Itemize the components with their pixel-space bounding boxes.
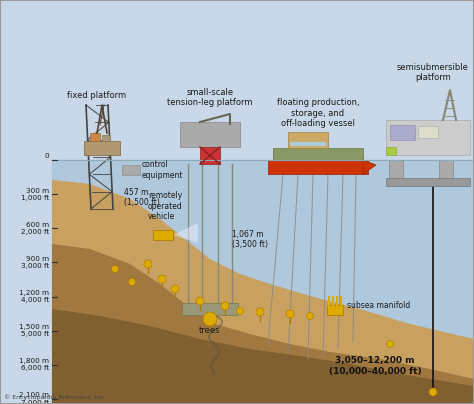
Circle shape: [158, 275, 166, 283]
Bar: [52, 160, 474, 404]
Circle shape: [386, 341, 393, 347]
Bar: [288, 132, 328, 148]
Text: small-scale
tension-leg platform: small-scale tension-leg platform: [167, 88, 253, 107]
Text: 1,000 ft: 1,000 ft: [21, 195, 49, 201]
Bar: [418, 126, 438, 138]
Text: 4,000 ft: 4,000 ft: [21, 297, 49, 303]
Bar: [182, 303, 238, 315]
Text: subsea manifold: subsea manifold: [347, 301, 410, 311]
Bar: [390, 125, 415, 140]
Circle shape: [203, 312, 217, 326]
Polygon shape: [173, 223, 198, 243]
Circle shape: [144, 260, 152, 268]
Polygon shape: [363, 160, 376, 174]
Bar: [386, 178, 470, 186]
Circle shape: [237, 307, 244, 314]
Bar: [180, 122, 240, 147]
Circle shape: [196, 297, 204, 305]
Circle shape: [221, 302, 229, 310]
Polygon shape: [52, 309, 474, 404]
Bar: [0, 0, 474, 160]
Bar: [386, 147, 396, 155]
Text: 2,000 ft: 2,000 ft: [21, 229, 49, 235]
Text: 457 m
(1,500 ft): 457 m (1,500 ft): [124, 188, 160, 207]
Polygon shape: [52, 180, 474, 404]
Polygon shape: [52, 244, 474, 404]
Circle shape: [111, 265, 118, 273]
Bar: [273, 148, 363, 160]
Bar: [327, 305, 343, 315]
Circle shape: [256, 308, 264, 316]
Text: 7,000 ft: 7,000 ft: [21, 400, 49, 404]
Text: © Encyclopædia Britannica, Inc.: © Encyclopædia Britannica, Inc.: [4, 394, 106, 400]
Text: 600 m: 600 m: [26, 222, 49, 228]
Text: 6,000 ft: 6,000 ft: [21, 365, 49, 371]
Bar: [389, 160, 403, 180]
Bar: [386, 120, 470, 155]
Text: 0: 0: [45, 154, 49, 160]
Circle shape: [307, 313, 313, 320]
Text: control
equipment: control equipment: [142, 160, 183, 180]
Bar: [90, 133, 100, 141]
Text: 1,500 m: 1,500 m: [19, 324, 49, 330]
Circle shape: [286, 310, 294, 318]
Circle shape: [429, 388, 437, 396]
Text: 3,000 ft: 3,000 ft: [21, 263, 49, 269]
Text: semisubmersible
platform: semisubmersible platform: [397, 63, 469, 82]
Text: floating production,
storage, and
off-loading vessel: floating production, storage, and off-lo…: [277, 98, 359, 128]
Bar: [122, 165, 140, 175]
Text: 300 m: 300 m: [26, 187, 49, 194]
Bar: [84, 141, 120, 155]
Bar: [439, 160, 453, 180]
Text: 2,100 m: 2,100 m: [19, 393, 49, 398]
Bar: [102, 135, 110, 141]
Text: trees: trees: [199, 326, 221, 335]
Bar: [268, 160, 368, 174]
Text: fixed platform: fixed platform: [67, 91, 127, 100]
Bar: [290, 142, 326, 146]
Text: 5,000 ft: 5,000 ft: [21, 331, 49, 337]
Circle shape: [171, 285, 179, 293]
Text: remotely
operated
vehicle: remotely operated vehicle: [148, 191, 183, 221]
Text: 900 m: 900 m: [26, 256, 49, 262]
Text: 3,050–12,200 m
(10,000–40,000 ft): 3,050–12,200 m (10,000–40,000 ft): [328, 356, 421, 376]
Circle shape: [128, 278, 136, 286]
Text: 1,800 m: 1,800 m: [19, 358, 49, 364]
Text: 1,200 m: 1,200 m: [19, 290, 49, 296]
Bar: [200, 147, 220, 164]
Text: 1,067 m
(3,500 ft): 1,067 m (3,500 ft): [232, 230, 268, 249]
Bar: [153, 230, 173, 240]
